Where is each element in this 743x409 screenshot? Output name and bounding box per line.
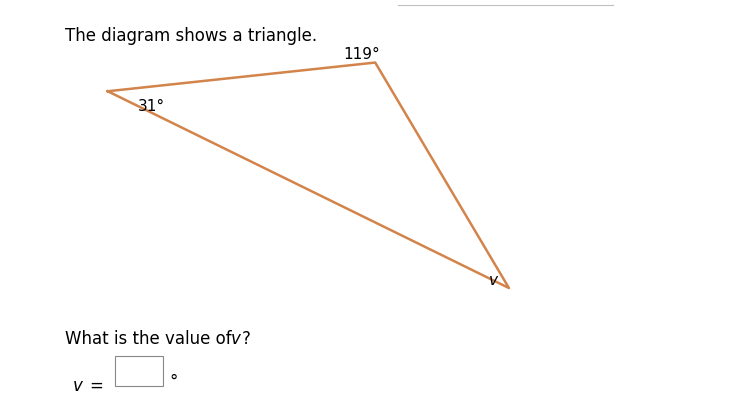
FancyBboxPatch shape xyxy=(115,356,163,387)
Text: v: v xyxy=(489,272,498,287)
Text: 31°: 31° xyxy=(137,99,165,114)
Text: °: ° xyxy=(169,372,178,390)
Text: v: v xyxy=(230,329,240,347)
Text: 119°: 119° xyxy=(343,47,380,62)
Text: ?: ? xyxy=(242,329,251,347)
Text: What is the value of: What is the value of xyxy=(65,329,237,347)
Text: v: v xyxy=(73,376,82,394)
Text: =: = xyxy=(89,376,103,394)
Text: The diagram shows a triangle.: The diagram shows a triangle. xyxy=(65,27,317,45)
